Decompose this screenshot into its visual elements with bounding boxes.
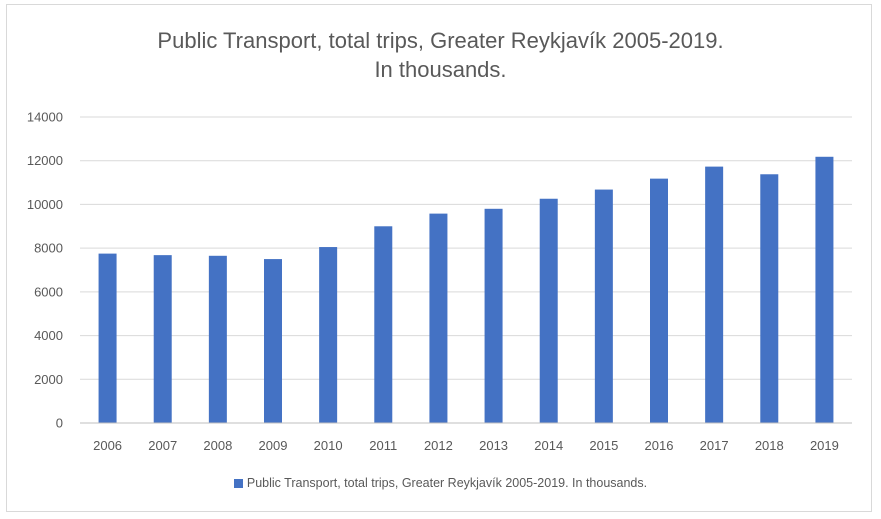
chart-title-block: Public Transport, total trips, Greater R… <box>0 26 881 84</box>
bar-2014 <box>539 198 558 423</box>
bar-2008 <box>208 255 227 423</box>
bar-2006 <box>98 253 117 423</box>
y-tick-label: 4000 <box>34 328 63 343</box>
bar-2009 <box>264 259 282 423</box>
bar-2013 <box>484 208 503 423</box>
bar-2018 <box>760 174 779 423</box>
x-tick-label: 2017 <box>700 438 729 453</box>
chart-title: Public Transport, total trips, Greater R… <box>157 28 724 53</box>
bar-2016 <box>650 178 668 423</box>
x-tick-label: 2008 <box>203 438 232 453</box>
y-tick-label: 0 <box>56 416 63 431</box>
bar-2010 <box>319 247 338 423</box>
legend-label: Public Transport, total trips, Greater R… <box>246 476 648 490</box>
bar-2012 <box>429 213 448 423</box>
x-tick-label: 2012 <box>424 438 453 453</box>
bar-2017 <box>705 166 724 423</box>
x-tick-label: 2011 <box>369 438 397 453</box>
y-tick-label: 6000 <box>34 284 63 299</box>
x-tick-label: 2014 <box>534 438 563 453</box>
bar-2011 <box>374 226 393 423</box>
x-tick-label: 2007 <box>148 438 177 453</box>
legend: Public Transport, total trips, Greater R… <box>0 476 881 490</box>
y-tick-label: 14000 <box>27 110 63 125</box>
x-tick-label: 2019 <box>810 438 839 453</box>
x-tick-label: 2006 <box>93 438 122 453</box>
bar-2007 <box>153 255 172 423</box>
y-tick-label: 10000 <box>27 197 63 212</box>
x-tick-label: 2018 <box>755 438 784 453</box>
y-tick-label: 2000 <box>34 372 63 387</box>
bar-2019 <box>815 156 834 423</box>
x-tick-label: 2013 <box>479 438 508 453</box>
y-tick-label: 8000 <box>34 241 63 256</box>
x-tick-label: 2015 <box>589 438 618 453</box>
legend-swatch <box>233 479 243 488</box>
y-tick-label: 12000 <box>27 153 63 168</box>
x-tick-label: 2016 <box>645 438 674 453</box>
chart-subtitle: In thousands. <box>374 57 507 82</box>
bar-2015 <box>594 189 613 423</box>
x-tick-label: 2009 <box>259 438 288 453</box>
x-tick-label: 2010 <box>314 438 343 453</box>
